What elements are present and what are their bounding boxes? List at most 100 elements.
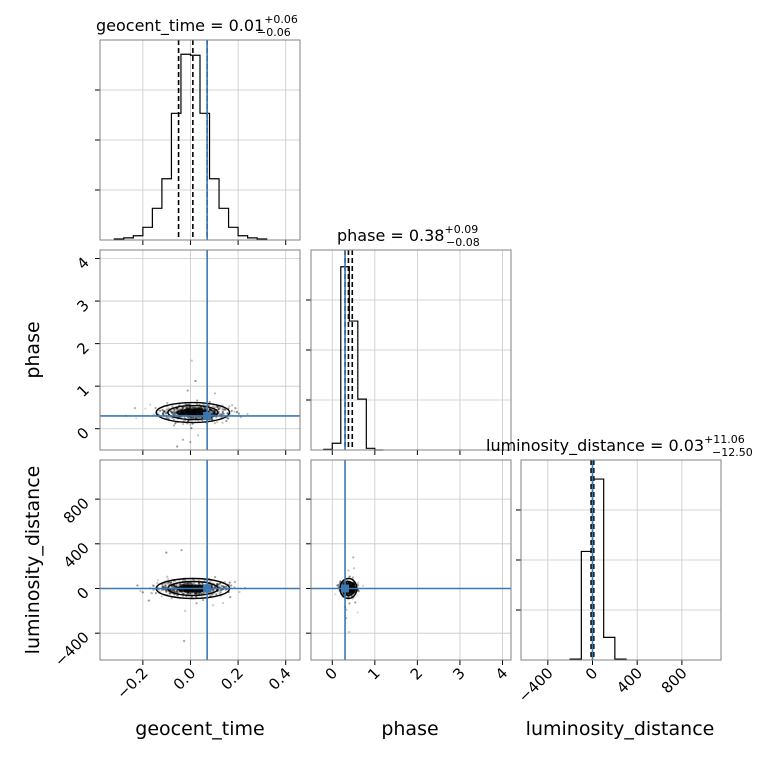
scatter-point <box>221 411 224 414</box>
scatter-point <box>170 580 173 584</box>
scatter-point <box>235 410 239 413</box>
scatter-point <box>166 575 169 578</box>
scatter-point <box>141 591 144 594</box>
scatter-point <box>347 592 351 595</box>
scatter-point <box>216 583 219 586</box>
scatter-point <box>151 592 154 595</box>
x-tick-label: 0.2 <box>217 664 247 694</box>
panel-frame <box>310 459 512 661</box>
scatter-point <box>185 406 188 409</box>
scatter-point <box>190 359 193 362</box>
scatter-point <box>216 582 219 586</box>
scatter-point <box>221 410 224 413</box>
scatter-point <box>165 416 168 420</box>
scatter-point <box>210 411 214 414</box>
scatter-point <box>214 412 217 415</box>
scatter-point <box>165 590 168 593</box>
scatter-point <box>191 592 194 596</box>
scatter-point <box>186 592 190 595</box>
scatter-point <box>221 408 224 411</box>
scatter-point <box>210 409 213 412</box>
scatter-point <box>177 591 180 594</box>
scatter-point <box>174 585 177 589</box>
scatter-point <box>175 590 179 594</box>
scatter-point <box>216 405 220 408</box>
scatter-point <box>208 400 211 404</box>
scatter-point <box>169 581 172 585</box>
xlabel-geocent-time: geocent_time <box>135 718 264 740</box>
scatter-point <box>230 584 233 587</box>
scatter-point <box>198 407 201 410</box>
scatter-point <box>186 581 189 585</box>
scatter-point <box>212 413 215 416</box>
scatter-point <box>144 407 147 410</box>
scatter-point <box>191 406 195 409</box>
scatter-point <box>190 595 193 598</box>
scatter-point <box>184 419 187 422</box>
scatter-point <box>222 408 225 411</box>
x-tick-label: −400 <box>515 664 557 706</box>
scatter-point <box>167 577 170 581</box>
scatter-point <box>238 590 241 594</box>
scatter-point <box>168 592 171 595</box>
scatter-point <box>348 592 351 595</box>
x-tick-label: 0 <box>322 664 341 683</box>
scatter-point <box>172 588 176 592</box>
x-tick-label: 2 <box>407 664 426 683</box>
scatter-point <box>166 401 169 404</box>
scatter-point <box>160 595 163 598</box>
scatter-point <box>213 411 216 415</box>
scatter-point <box>222 585 225 588</box>
scatter-point <box>195 592 199 596</box>
panel-luminosity-distance-vs-phase <box>306 459 512 665</box>
scatter-point <box>208 408 212 411</box>
scatter-point <box>246 412 249 416</box>
scatter-point <box>212 411 215 414</box>
x-tick-label: 4 <box>492 664 511 683</box>
truth-marker <box>203 411 212 420</box>
scatter-point <box>197 416 200 419</box>
scatter-point <box>192 417 195 420</box>
scatter-point <box>347 581 350 585</box>
scatter-point <box>198 592 201 595</box>
scatter-point <box>196 434 200 437</box>
scatter-point <box>211 412 214 416</box>
scatter-point <box>349 591 353 594</box>
scatter-point <box>190 427 193 430</box>
scatter-point <box>174 422 177 425</box>
scatter-point <box>166 408 169 411</box>
scatter-point <box>164 589 168 592</box>
density-core <box>176 408 210 417</box>
scatter-point <box>348 575 351 578</box>
scatter-point <box>167 417 170 420</box>
scatter-point <box>201 582 204 585</box>
y-tick-label: 0 <box>73 584 92 603</box>
scatter-point <box>354 601 357 604</box>
scatter-point <box>183 583 186 586</box>
scatter-point <box>213 410 217 413</box>
scatter-point <box>172 584 175 587</box>
scatter-point <box>221 413 224 416</box>
scatter-point <box>165 409 168 412</box>
scatter-point <box>171 412 174 415</box>
scatter-point <box>174 590 177 593</box>
scatter-point <box>207 407 210 410</box>
panel-geocent-time-hist <box>95 39 301 245</box>
scatter-point <box>194 417 197 420</box>
x-tick-label: 1 <box>364 664 383 683</box>
scatter-point <box>162 410 166 413</box>
scatter-point <box>135 417 138 420</box>
scatter-point <box>348 582 351 585</box>
scatter-point <box>347 581 350 585</box>
scatter-point <box>212 409 216 412</box>
scatter-point <box>178 403 181 406</box>
scatter-point <box>176 584 179 587</box>
scatter-point <box>199 406 203 409</box>
scatter-point <box>213 412 216 415</box>
scatter-point <box>191 406 194 409</box>
tick-labels: −0.2 0.0 0.2 0.4 0 1 2 3 4 −400 0 400 80001234−40004… <box>51 254 691 706</box>
scatter-point <box>222 412 225 415</box>
scatter-point <box>347 630 351 634</box>
scatter-point <box>352 556 355 559</box>
